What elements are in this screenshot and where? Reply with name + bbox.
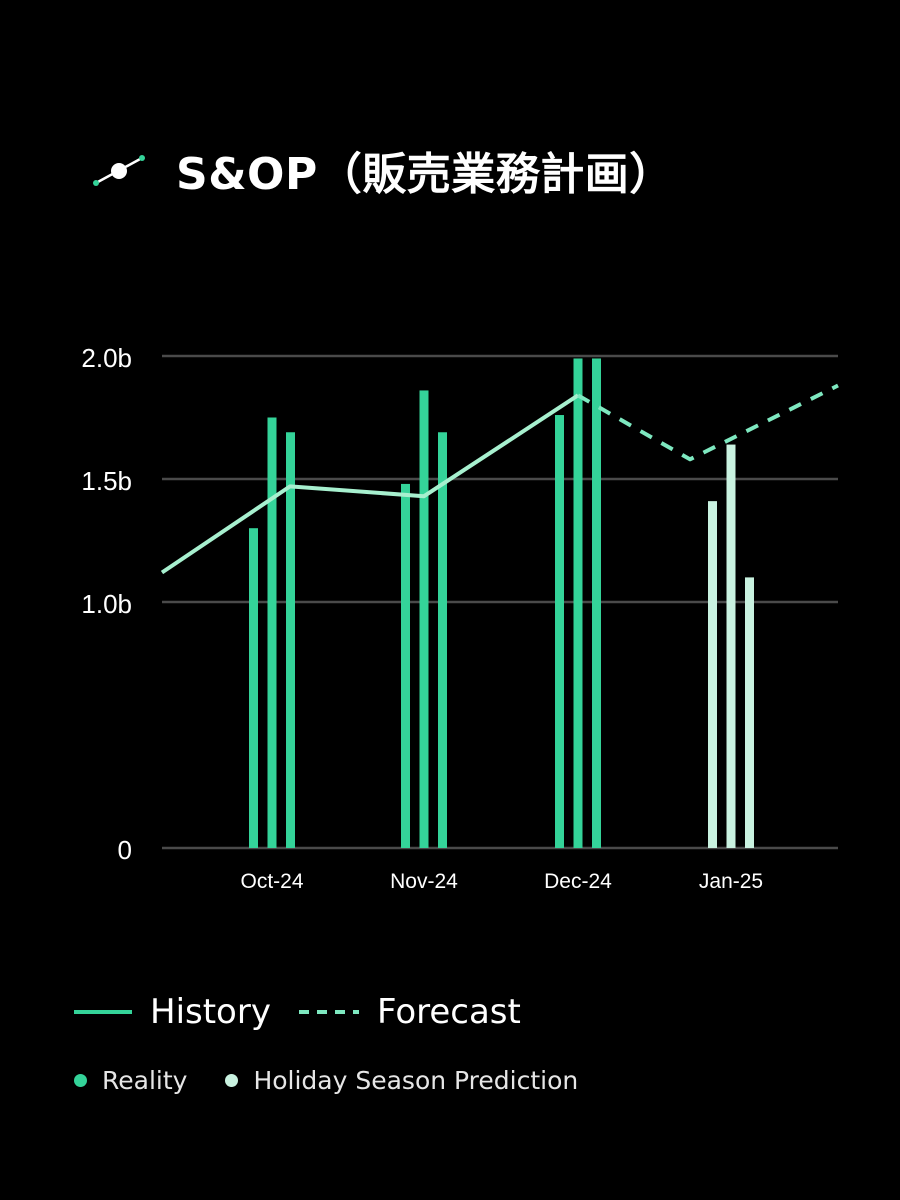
bar-layer — [249, 358, 754, 848]
bar-jan-25-3 — [745, 577, 754, 848]
reality-dot-icon — [74, 1073, 87, 1087]
label-layer: 0 1.0b 1.5b 2.0b Oct-24 Nov-24 Dec-24 Jan-25 — [81, 343, 763, 893]
bar-dec-24-3 — [592, 358, 601, 848]
prediction-dot-icon — [225, 1073, 239, 1087]
bar-dec-24-1 — [555, 415, 564, 848]
dashed-line-swatch — [298, 1010, 359, 1014]
bar-nov-24-3 — [438, 432, 447, 848]
bar-jan-25-2 — [726, 444, 736, 848]
chart-area: 0 1.0b 1.5b 2.0b Oct-24 Nov-24 Dec-24 Jan-25 — [81, 343, 839, 893]
bar-dec-24-2 — [573, 358, 583, 848]
chart-header: S&OP（販売業務計画） — [92, 138, 674, 202]
bar-jan-25-1 — [708, 501, 717, 848]
legend-history-label: History — [150, 992, 271, 1032]
legend-prediction: Holiday Season Prediction — [225, 1066, 578, 1095]
y-tick-label: 1.5b — [81, 466, 132, 496]
legend-forecast: Forecast — [298, 992, 521, 1032]
legend-reality: Reality — [74, 1066, 187, 1095]
y-tick-label: 1.0b — [81, 589, 132, 619]
bar-nov-24-2 — [419, 390, 429, 848]
bar-legend: Reality Holiday Season Prediction — [74, 1064, 616, 1096]
bar-oct-24-2 — [267, 417, 277, 848]
line-node-icon — [93, 155, 145, 186]
line-legend: History Forecast — [74, 990, 549, 1034]
chart-title: S&OP（販売業務計画） — [176, 149, 674, 200]
forecast-line — [577, 383, 839, 462]
line-layer — [160, 383, 839, 575]
x-tick-label: Nov-24 — [390, 870, 458, 893]
legend-reality-label: Reality — [102, 1065, 188, 1095]
y-tick-label: 2.0b — [81, 343, 132, 373]
grid-layer — [162, 354, 838, 850]
legend-history: History — [74, 992, 271, 1032]
x-tick-label: Dec-24 — [544, 870, 612, 893]
legend-forecast-label: Forecast — [376, 992, 521, 1032]
bar-oct-24-1 — [249, 528, 258, 848]
history-line — [160, 393, 580, 575]
y-tick-label: 0 — [118, 835, 132, 865]
x-tick-label: Oct-24 — [240, 870, 303, 893]
solid-line-swatch — [74, 1010, 132, 1014]
bar-nov-24-1 — [401, 483, 410, 848]
bar-oct-24-3 — [286, 432, 295, 848]
legend-prediction-label: Holiday Season Prediction — [253, 1065, 579, 1095]
x-tick-label: Jan-25 — [699, 870, 763, 893]
